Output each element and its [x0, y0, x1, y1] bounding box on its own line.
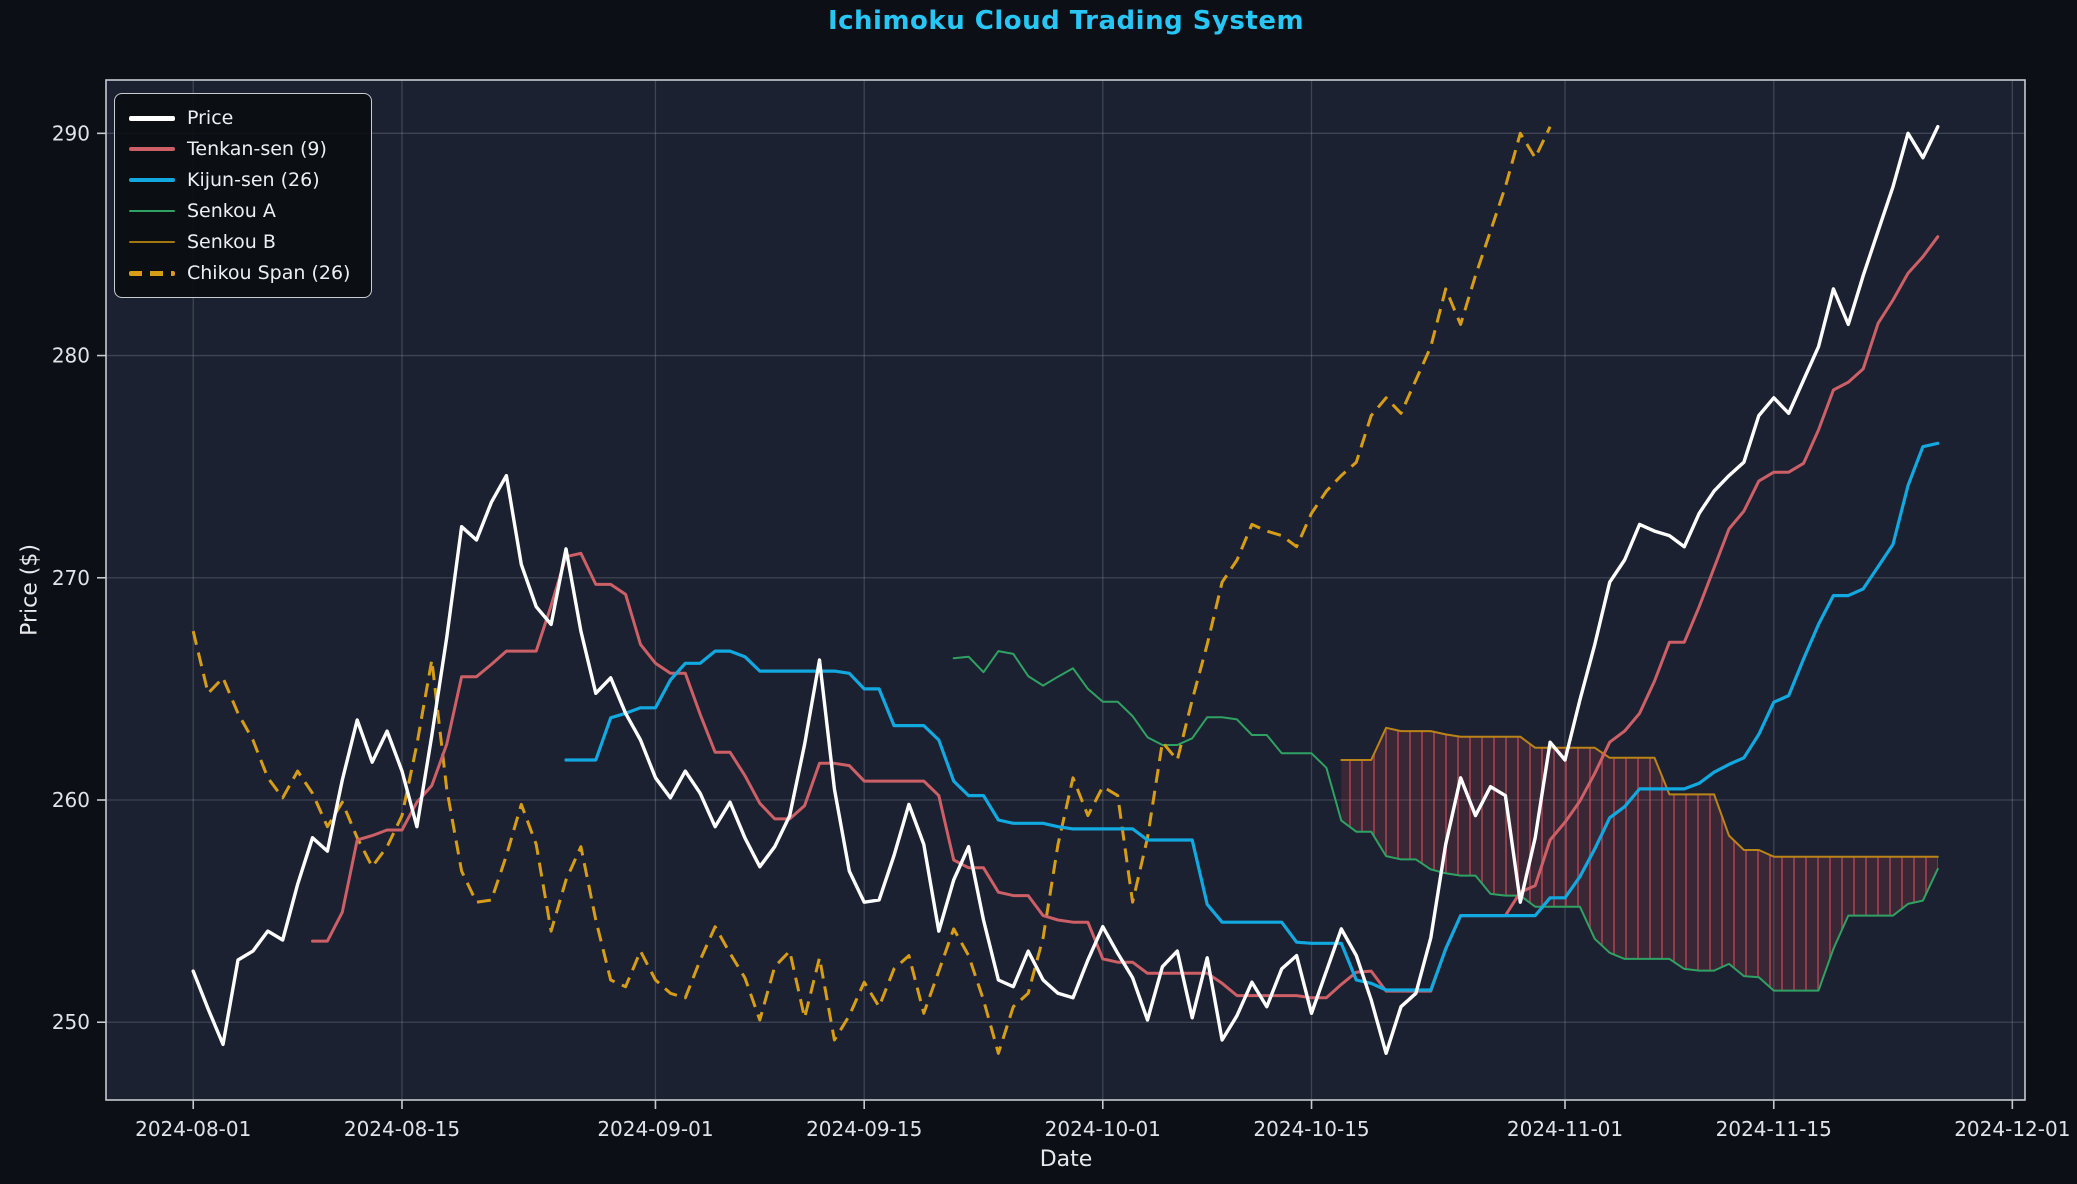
- legend-item-tenkan: Tenkan-sen (9): [129, 137, 353, 161]
- y-tick-label: 260: [52, 788, 90, 812]
- legend-label-price: Price: [187, 107, 234, 129]
- axes-spines: [105, 79, 2026, 1101]
- x-tick-label: 2024-11-15: [1716, 1117, 1832, 1141]
- x-tick-label: 2024-08-01: [135, 1117, 251, 1141]
- x-axis-title: Date: [1039, 1147, 1093, 1172]
- price-line-swatch: [129, 115, 175, 121]
- senkou-b-line: [1340, 726, 1939, 858]
- legend-label-tenkan: Tenkan-sen (9): [187, 138, 327, 160]
- chikou-line-swatch: [129, 270, 175, 276]
- senkou-a-line: [952, 650, 1939, 992]
- y-tick-label: 250: [52, 1010, 90, 1034]
- y-axis-title: Price ($): [17, 544, 43, 636]
- y-tick-label: 270: [52, 566, 90, 590]
- legend-item-chikou: Chikou Span (26): [129, 261, 353, 285]
- legend-item-senkou-b: Senkou B: [129, 230, 353, 254]
- legend: Price Tenkan-sen (9) Kijun-sen (26) Senk…: [114, 93, 372, 298]
- x-tick-label: 2024-10-01: [1045, 1117, 1161, 1141]
- x-tick-label: 2024-11-01: [1507, 1117, 1623, 1141]
- legend-item-kijun: Kijun-sen (26): [129, 168, 353, 192]
- chikou-span-line: [191, 126, 1552, 1055]
- legend-item-senkou-a: Senkou A: [129, 199, 353, 223]
- x-tick-label: 2024-09-01: [597, 1117, 713, 1141]
- legend-label-kijun: Kijun-sen (26): [187, 169, 320, 191]
- price-line: [191, 125, 1940, 1055]
- legend-label-chikou: Chikou Span (26): [187, 262, 351, 284]
- chart-title: Ichimoku Cloud Trading System: [827, 6, 1305, 36]
- kijun-line-swatch: [129, 178, 175, 182]
- kumo-cloud: [1341, 727, 1938, 991]
- legend-label-senkou-b: Senkou B: [187, 231, 276, 253]
- tick-marks: [97, 132, 2014, 1109]
- legend-item-price: Price: [129, 106, 353, 130]
- tenkan-sen-line: [311, 235, 1940, 1000]
- x-tick-label: 2024-09-15: [806, 1117, 922, 1141]
- x-tick-label: 2024-12-01: [1954, 1117, 2070, 1141]
- x-tick-label: 2024-08-15: [344, 1117, 460, 1141]
- legend-label-senkou-a: Senkou A: [187, 200, 276, 222]
- senkou-b-line-swatch: [129, 240, 175, 244]
- y-tick-label: 280: [52, 344, 90, 368]
- x-tick-label: 2024-10-15: [1253, 1117, 1369, 1141]
- tick-labels: 250 260 270 280 290 2024-08-01 2024-08-15 2024-…: [52, 121, 2071, 1141]
- senkou-a-line-swatch: [129, 209, 175, 213]
- y-tick-label: 290: [52, 121, 90, 145]
- tenkan-line-swatch: [129, 147, 175, 151]
- kijun-sen-line: [564, 441, 1940, 992]
